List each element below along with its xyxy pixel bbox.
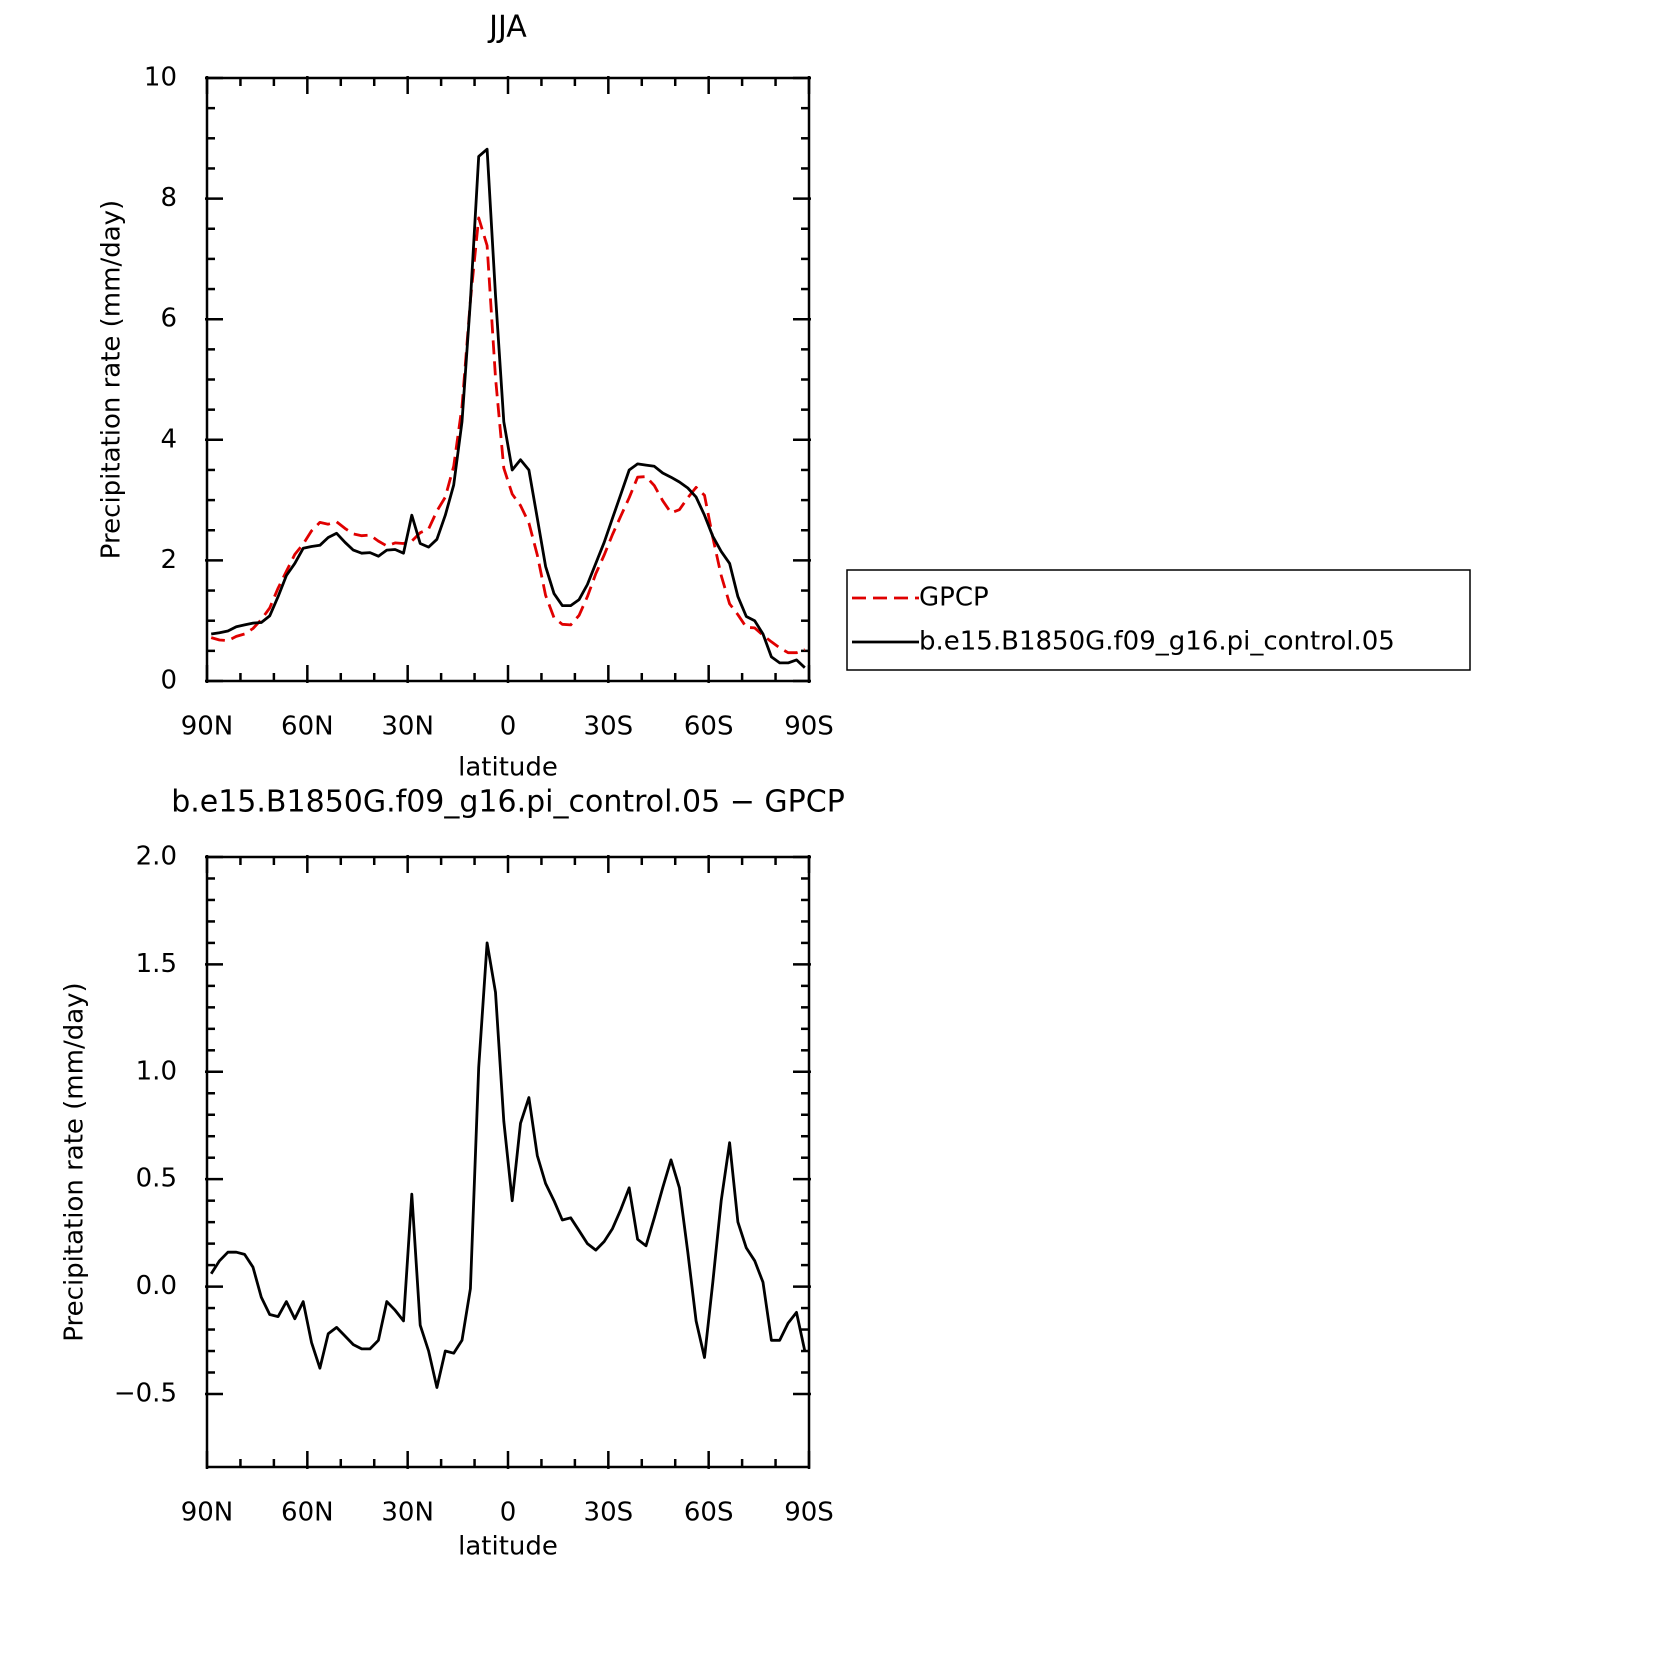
x-tick-label: 0 (500, 1498, 517, 1528)
x-tick-label: 60N (281, 712, 334, 742)
series-line (210, 147, 806, 669)
x-axis-label: latitude (458, 1532, 558, 1562)
y-tick-label: 1.5 (136, 949, 177, 979)
legend-label: b.e15.B1850G.f09_g16.pi_control.05 (919, 627, 1395, 657)
y-tick-label: 6 (160, 304, 177, 334)
chart-title: JJA (487, 10, 527, 45)
y-tick-label: 10 (144, 63, 177, 93)
x-axis-label: latitude (458, 753, 558, 783)
x-tick-label: 60S (684, 1498, 734, 1528)
plot-frame (205, 76, 811, 683)
y-tick-label: 1.0 (136, 1056, 177, 1086)
x-tick-label: 90S (784, 712, 834, 742)
y-axis-label: Precipitation rate (mm/day) (97, 200, 127, 559)
diff-line (210, 941, 807, 1389)
y-tick-label: 2 (160, 545, 177, 575)
x-tick-label: 90S (784, 1498, 834, 1528)
y-tick-label: 0.5 (136, 1164, 177, 1194)
y-tick-label: 0 (160, 666, 177, 696)
x-tick-label: 60N (281, 1498, 334, 1528)
x-tick-label: 90N (181, 1498, 234, 1528)
y-tick-label: −0.5 (114, 1378, 177, 1408)
x-tick-label: 90N (181, 712, 234, 742)
y-tick-label: 4 (160, 424, 177, 454)
x-tick-label: 30N (381, 1498, 434, 1528)
y-tick-label: 2.0 (136, 842, 177, 872)
x-tick-label: 30S (584, 1498, 634, 1528)
x-tick-label: 0 (500, 712, 517, 742)
y-tick-label: 0.0 (136, 1271, 177, 1301)
y-axis-label: Precipitation rate (mm/day) (60, 982, 90, 1341)
chart-title: b.e15.B1850G.f09_g16.pi_control.05 − GPC… (171, 785, 845, 820)
x-tick-label: 30N (381, 712, 434, 742)
series-line (210, 216, 806, 655)
x-tick-label: 30S (584, 712, 634, 742)
y-tick-label: 8 (160, 183, 177, 213)
x-tick-label: 60S (684, 712, 734, 742)
legend-label: GPCP (919, 583, 989, 613)
legend-box (846, 569, 1471, 671)
